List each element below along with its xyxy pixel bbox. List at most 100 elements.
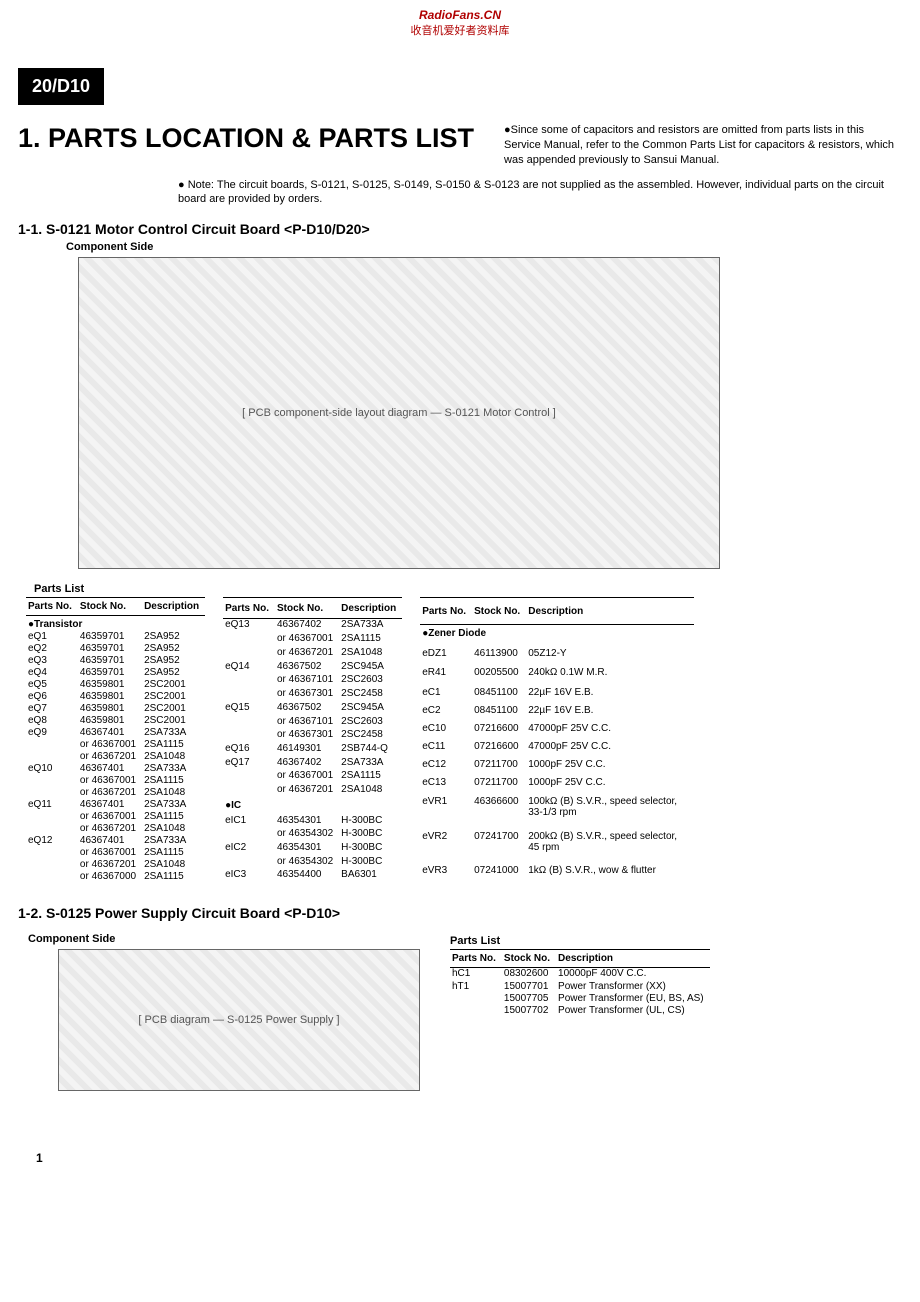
table-row: eDZ14611390005Z12-Y [420,647,694,665]
table-cell: 46359701 [78,655,142,667]
column-header: Stock No. [502,949,556,967]
table-cell: 2SA1048 [339,646,402,660]
table-cell: Power Transformer (XX) [556,981,710,993]
parts-table-4: Parts No.Stock No.DescriptionhC108302600… [450,949,710,1017]
column-header: Stock No. [275,598,339,619]
section-head: ●IC [223,797,402,814]
table-cell: 22µF 16V E.B. [526,704,694,722]
table-cell: eQ9 [26,727,78,739]
table-row: eIC346354400BA6301 [223,869,402,883]
table-cell: eQ15 [223,701,275,715]
table-row: or 46354302H-300BC [223,828,402,842]
page: 20/D10 1. PARTS LOCATION & PARTS LIST ●S… [0,38,920,1195]
table-row: or 463673012SC2458 [223,688,402,702]
table-cell: 46367401 [78,763,142,775]
table-cell: 46354400 [275,869,339,883]
watermark-line1: RadioFans.CN [0,8,920,22]
watermark: RadioFans.CN 收音机爱好者资料库 [0,0,920,38]
table-row: or 463673012SC2458 [223,729,402,743]
table-cell: 2SA1115 [142,811,205,823]
table-cell: eVR2 [420,830,472,865]
table-cell: 46367401 [78,727,142,739]
table-cell: 2SA1048 [339,784,402,798]
table-cell: 2SA1048 [142,787,205,799]
column-header: Description [526,598,694,625]
table-row: eR4100205500240kΩ 0.1W M.R. [420,667,694,685]
section-2-heading: 1-2. S-0125 Power Supply Circuit Board <… [18,905,902,921]
table-cell: eQ8 [26,715,78,727]
table-cell: hC1 [450,967,502,980]
table-cell: or 46367201 [78,751,142,763]
table-cell: eVR1 [420,796,472,831]
table-cell: or 46367201 [275,784,339,798]
table-row: eQ1463597012SA952 [26,631,205,643]
table-cell: 15007705 [502,993,556,1005]
table-cell: 46367401 [78,799,142,811]
table-row: or 463671012SC2603 [223,674,402,688]
table-cell: 2SA952 [142,667,205,679]
parts-table-2: Parts No.Stock No.DescriptioneQ134636740… [223,597,402,883]
parts-tables-row: Parts No.Stock No.Description●Transistor… [18,597,902,883]
table-cell: or 46367101 [275,715,339,729]
table-cell: 46113900 [472,647,526,665]
model-badge: 20/D10 [18,68,104,105]
title-row: 1. PARTS LOCATION & PARTS LIST ●Since so… [18,123,902,168]
table-cell: or 46367201 [78,787,142,799]
table-cell: 2SA1115 [339,770,402,784]
table-cell: 2SC2603 [339,715,402,729]
table-row: or 463670012SA1115 [26,811,205,823]
section-head: ●Transistor [26,616,205,631]
table-row: eC110721660047000pF 25V C.C. [420,740,694,758]
table-cell: eQ5 [26,679,78,691]
table-cell: 46367402 [275,756,339,770]
table-cell: 07216600 [472,722,526,740]
table-cell [223,770,275,784]
table-cell: eC1 [420,686,472,704]
table-row: eQ10463674012SA733A [26,763,205,775]
table-cell: 46359701 [78,631,142,643]
table-cell: 2SA1115 [142,847,205,859]
pcb-placeholder-text: [ PCB component-side layout diagram — S-… [242,407,556,419]
section-2-right: Parts List Parts No.Stock No.Description… [450,931,710,1017]
parts-list-label-1: Parts List [34,583,902,595]
pcb-diagram-s0125: [ PCB diagram — S-0125 Power Supply ] [58,949,420,1091]
table-row: eQ8463598012SC2001 [26,715,205,727]
table-cell: Power Transformer (EU, BS, AS) [556,993,710,1005]
table-cell: or 46367000 [78,871,142,883]
component-side-label-1: Component Side [66,241,902,253]
table-cell: hT1 [450,981,502,993]
table-cell: eQ12 [26,835,78,847]
table-cell [26,811,78,823]
column-header: Parts No. [450,949,502,967]
table-cell [26,775,78,787]
column-header: Description [556,949,710,967]
table-cell [223,633,275,647]
table-row: 15007705Power Transformer (EU, BS, AS) [450,993,710,1005]
table-cell: 08451100 [472,704,526,722]
table-cell: eC11 [420,740,472,758]
pcb-diagram-s0121: [ PCB component-side layout diagram — S-… [78,257,720,569]
table-cell: or 46367101 [275,674,339,688]
column-header: Stock No. [472,598,526,625]
table-cell: or 46367201 [78,823,142,835]
table-cell: 15007701 [502,981,556,993]
table-row: eC10845110022µF 16V E.B. [420,686,694,704]
table-row: or 463672012SA1048 [26,787,205,799]
table-cell: or 46354302 [275,828,339,842]
table-cell: 2SA952 [142,643,205,655]
assembly-note: ● Note: The circuit boards, S-0121, S-01… [178,178,902,208]
table-cell: 2SA1115 [142,775,205,787]
table-cell: 46367502 [275,660,339,674]
table-cell: eQ4 [26,667,78,679]
table-cell: eQ17 [223,756,275,770]
table-cell [223,784,275,798]
table-row: or 463672012SA1048 [26,823,205,835]
table-cell: or 46367201 [78,859,142,871]
table-row: or 463670012SA1115 [26,775,205,787]
table-cell: 2SA733A [142,799,205,811]
table-cell: 46367402 [275,618,339,632]
table-cell: or 46367301 [275,688,339,702]
table-cell: eQ16 [223,742,275,756]
table-cell: 46367401 [78,835,142,847]
table-row: or 463672012SA1048 [223,784,402,798]
